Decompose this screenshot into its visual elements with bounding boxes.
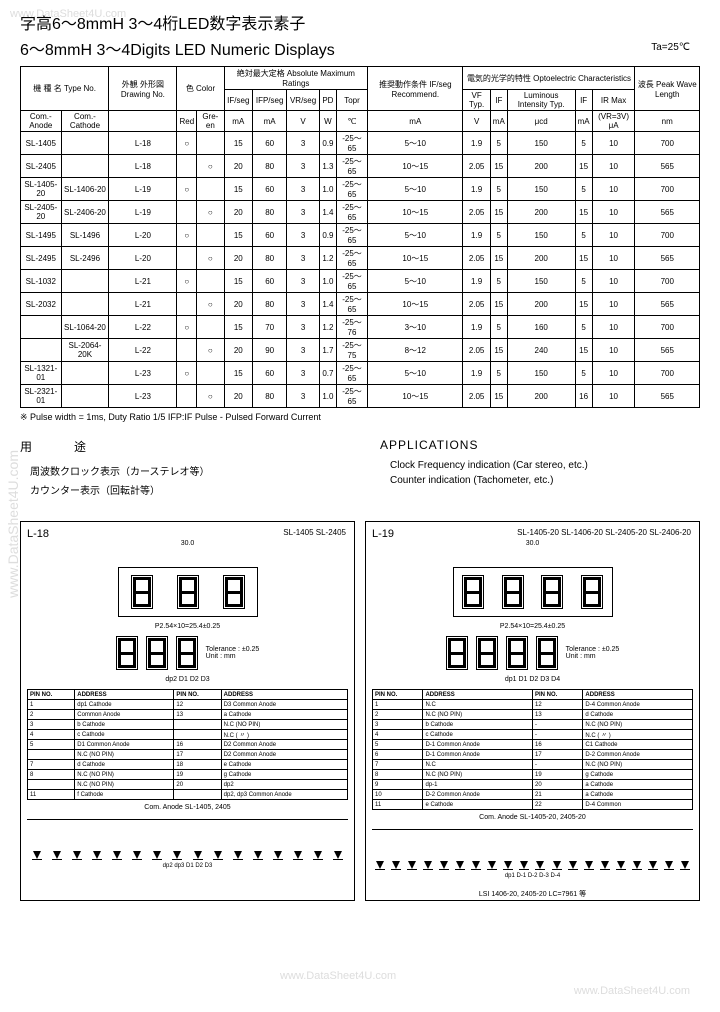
diag1-models: SL-1405 SL-2405 <box>283 528 346 538</box>
u-ua: (VR=3V) μA <box>592 111 635 132</box>
sub-lum: Luminous Intensity Typ. <box>507 90 575 111</box>
sub-com-a: Com.-Anode <box>21 111 62 132</box>
apps-jp1: 周波数クロック表示（カーステレオ等） <box>30 463 340 478</box>
applications: 用 途 周波数クロック表示（カーステレオ等） カウンター表示（回転計等） APP… <box>20 438 700 501</box>
hdr-wave: 波長 Peak Wave Length <box>635 67 700 111</box>
u-ucd: μcd <box>507 111 575 132</box>
hdr-type: 機 種 名 Type No. <box>21 67 109 111</box>
diag1-dim1: 30.0 <box>27 540 348 547</box>
apps-jp2: カウンター表示（回転計等） <box>30 482 340 497</box>
apps-en-head: APPLICATIONS <box>380 438 700 452</box>
hdr-opto: 電気的光学的特性 Optoelectric Characteristics <box>463 67 635 90</box>
table-row: SL-2064-20KL-22○209031.7-25〜758〜122.0515… <box>21 339 700 362</box>
hdr-color: 色 Color <box>177 67 224 111</box>
sub-red: Red <box>177 111 197 132</box>
diag2-dim1: 30.0 <box>372 540 693 547</box>
sub-ir: IR Max <box>592 90 635 111</box>
ambient-temp: Ta=25℃ <box>651 42 690 53</box>
diag1-package <box>118 567 258 617</box>
watermark-bot2: www.DataSheet4U.com <box>280 970 396 982</box>
table-row: SL-2321-01L-23○208031.0-25〜6510〜152.0515… <box>21 385 700 408</box>
table-row: SL-1321-01L-23○156030.7-25〜655〜101.95150… <box>21 362 700 385</box>
diag2-lsi: LSI 1406-20, 2405-20 LC=7961 等 <box>372 889 693 899</box>
table-row: SL-1405L-18○156030.9-25〜655〜101.95150510… <box>21 132 700 155</box>
u-ma4: mA <box>490 111 507 132</box>
u-nm: nm <box>635 111 700 132</box>
diagram-l19: L-19 SL-1405-20 SL-1406-20 SL-2405-20 SL… <box>365 521 700 901</box>
diag1-digits: dp2 D1 D2 D3 <box>27 676 348 683</box>
u-ma5: mA <box>575 111 592 132</box>
title-en: 6〜8mmH 3〜4Digits LED Numeric Displays <box>20 36 700 60</box>
hdr-rec: 推奨動作条件 IF/seg Recommend. <box>368 67 463 111</box>
note: ※ Pulse width = 1ms, Duty Ratio 1/5 IFP:… <box>20 412 700 423</box>
apps-en2: Counter indication (Tachometer, etc.) <box>390 475 700 486</box>
table-row: SL-2405-20SL-2406-20L-19○208031.4-25〜651… <box>21 201 700 224</box>
diag2-com: Com. Anode SL-1405-20, 2405-20 <box>372 814 693 821</box>
sub-pd: PD <box>319 90 336 111</box>
sub-grn: Gre- en <box>197 111 224 132</box>
diag2-pitch: P2.54×10=25.4±0.25 <box>372 623 693 630</box>
u-ma: mA <box>224 111 253 132</box>
watermark-bot: www.DataSheet4U.com <box>574 985 690 997</box>
u-ma3: mA <box>368 111 463 132</box>
sub-topr: Topr <box>336 90 367 111</box>
u-c: ℃ <box>336 111 367 132</box>
sub-if: IF/seg <box>224 90 253 111</box>
diag2-pin-table: PIN NO.ADDRESSPIN NO.ADDRESS 1N.C12D-4 C… <box>372 689 693 810</box>
diag2-circuit: dp1 D-1 D-2 D-3 D-4 <box>372 829 693 889</box>
spec-table: 機 種 名 Type No. 外観 外形図 Drawing No. 色 Colo… <box>20 66 700 408</box>
table-row: SL-1405-20SL-1406-20L-19○156031.0-25〜655… <box>21 178 700 201</box>
sub-if2: IF <box>490 90 507 111</box>
u-w: W <box>319 111 336 132</box>
table-row: SL-2032L-21○208031.4-25〜6510〜152.0515200… <box>21 293 700 316</box>
apps-en1: Clock Frequency indication (Car stereo, … <box>390 460 700 471</box>
hdr-drawing: 外観 外形図 Drawing No. <box>109 67 177 111</box>
sub-if3: IF <box>575 90 592 111</box>
diag1-pitch: P2.54×10=25.4±0.25 <box>27 623 348 630</box>
table-row: SL-1032L-21○156031.0-25〜655〜101.95150510… <box>21 270 700 293</box>
diag2-models: SL-1405-20 SL-1406-20 SL-2405-20 SL-2406… <box>517 528 691 538</box>
apps-jp-head: 用 途 <box>20 438 340 455</box>
sub-vr: VR/seg <box>287 90 320 111</box>
sub-vf: VF Typ. <box>463 90 490 111</box>
diag1-pin-table: PIN NO.ADDRESSPIN NO.ADDRESS 1dp1 Cathod… <box>27 689 348 800</box>
sub-com-c: Com.-Cathode <box>61 111 109 132</box>
diagram-l18: L-18 SL-1405 SL-2405 30.0 P2.54×10=25.4±… <box>20 521 355 901</box>
diag1-circuit: dp2 dp3 D1 D2 D3 <box>27 819 348 879</box>
table-row: SL-2405L-18○208031.3-25〜6510〜152.0515200… <box>21 155 700 178</box>
u-v: V <box>287 111 320 132</box>
title-jp: 字高6〜8mmH 3〜4桁LED数字表示素子 <box>20 10 700 34</box>
u-ma2: mA <box>253 111 287 132</box>
table-row: SL-2495SL-2496L-20○208031.2-25〜6510〜152.… <box>21 247 700 270</box>
diag2-package <box>453 567 613 617</box>
diag1-com: Com. Anode SL-1405, 2405 <box>27 804 348 811</box>
hdr-abs: 絶対最大定格 Absolute Maximum Ratings <box>224 67 368 90</box>
u-v2: V <box>463 111 490 132</box>
table-row: SL-1064-20L-22○157031.2-25〜763〜101.95160… <box>21 316 700 339</box>
table-row: SL-1495SL-1496L-20○156030.9-25〜655〜101.9… <box>21 224 700 247</box>
sub-ifp: IFP/seg <box>253 90 287 111</box>
diag2-digits: dp1 D1 D2 D3 D4 <box>372 676 693 683</box>
